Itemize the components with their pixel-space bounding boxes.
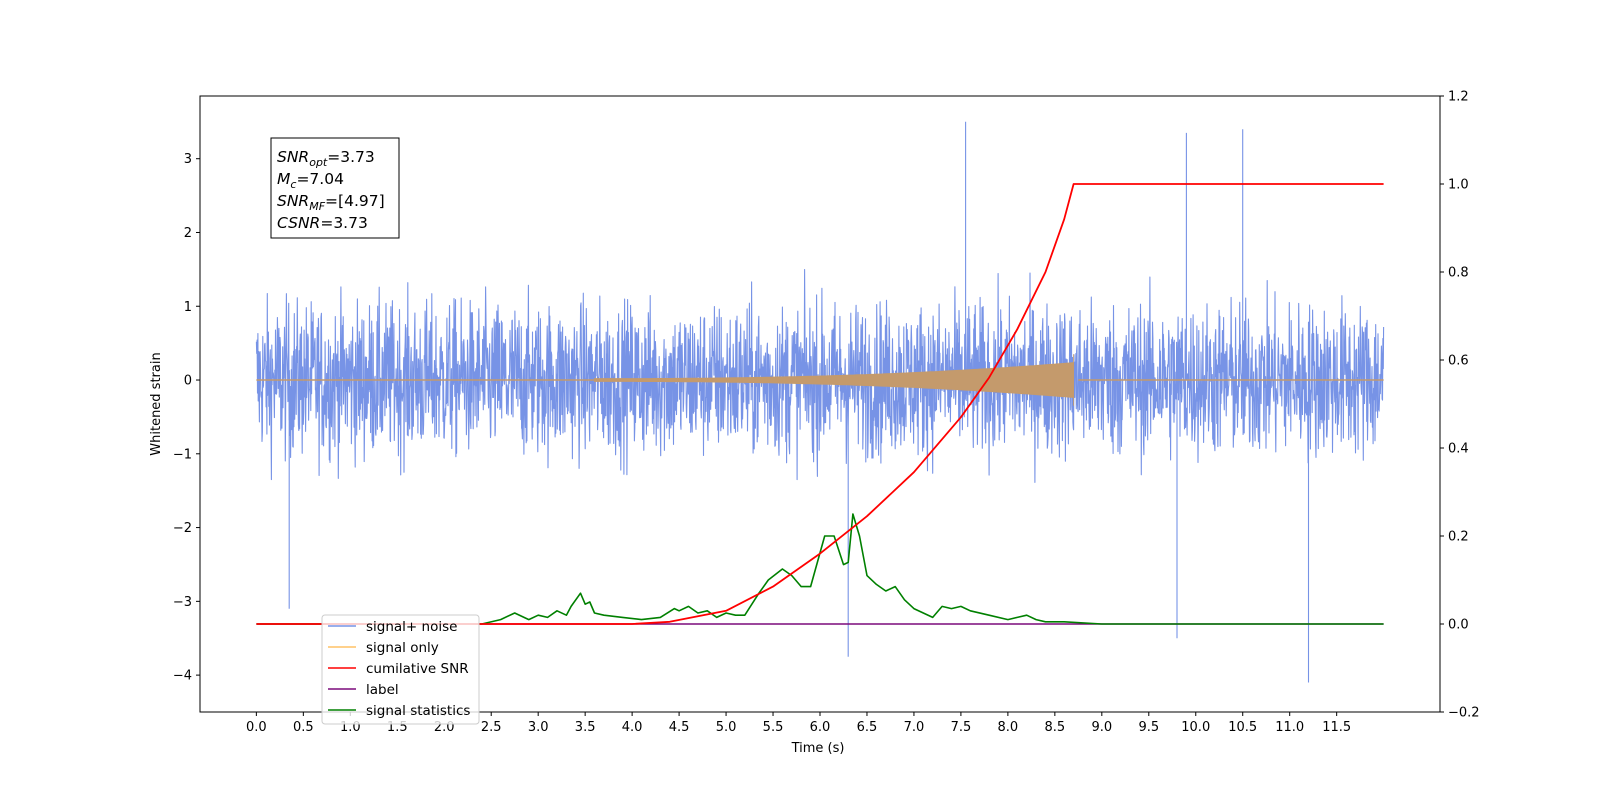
x-tick-label: 3.5: [575, 720, 596, 735]
x-tick-label: 7.5: [951, 720, 972, 735]
x-tick-label: 11.5: [1322, 720, 1351, 735]
x-tick-label: 8.5: [1045, 720, 1066, 735]
annotation-line: CSNR=3.73: [277, 214, 368, 232]
y-left-tick-label: −3: [173, 595, 192, 610]
y-right-tick-label: 0.0: [1448, 618, 1469, 633]
series-signal-only: [594, 354, 1074, 406]
x-axis-label: Time (s): [791, 741, 845, 756]
y-left-tick-label: −4: [173, 669, 192, 684]
annotation-line: Mc=7.04: [277, 170, 344, 191]
x-tick-label: 11.0: [1275, 720, 1304, 735]
annotation-line: SNRopt=3.73: [277, 148, 375, 169]
y-right-tick-label: 0.4: [1448, 442, 1469, 457]
x-tick-label: 6.0: [810, 720, 831, 735]
legend: signal+ noise signal only cumilative SNR la…: [321, 614, 480, 725]
x-tick-label: 0.0: [246, 720, 267, 735]
x-tick-label: 4.5: [669, 720, 690, 735]
y-right-tick-label: −0.2: [1448, 706, 1480, 721]
y-left-tick-label: −1: [173, 447, 192, 462]
legend-frame: [321, 614, 480, 725]
y-left-tick-label: −2: [173, 521, 192, 536]
series-signal-statistics: [256, 513, 1384, 625]
y-right-tick-label: 0.8: [1448, 266, 1469, 281]
x-tick-label: 2.5: [481, 720, 502, 735]
legend-entry-label: signal+ noise: [366, 619, 457, 635]
x-tick-label: 10.0: [1181, 720, 1210, 735]
x-tick-label: 6.5: [857, 720, 878, 735]
x-tick-label: 4.0: [622, 720, 643, 735]
x-tick-label: 9.0: [1091, 720, 1112, 735]
x-tick-label: 7.0: [904, 720, 925, 735]
x-tick-label: 5.5: [763, 720, 784, 735]
series-cumulative-snr: [256, 183, 1384, 625]
y-left-tick-label: 2: [184, 226, 192, 241]
y-left-tick-label: 1: [184, 300, 192, 315]
legend-entry-label: signal statistics: [366, 703, 470, 719]
x-tick-label: 10.5: [1228, 720, 1257, 735]
legend-entry-label: signal only: [366, 640, 439, 656]
annotation-line: SNRMF=[4.97]: [277, 192, 385, 213]
y-left-tick-label: 3: [184, 152, 192, 167]
annotation-frame: [270, 137, 400, 239]
y-right-tick-label: 1.0: [1448, 178, 1469, 193]
x-tick-label: 8.0: [998, 720, 1019, 735]
x-tick-label: 3.0: [528, 720, 549, 735]
y-right-tick-label: 0.6: [1448, 354, 1469, 369]
x-tick-label: 0.5: [293, 720, 314, 735]
legend-entry-label: cumilative SNR: [366, 661, 469, 677]
y-axis-label: Whitened strain: [149, 352, 164, 455]
series-signal-noise: [255, 121, 1385, 683]
y-left-tick-label: 0: [184, 374, 192, 389]
x-tick-label: 5.0: [716, 720, 737, 735]
legend-entry-label: label: [366, 682, 399, 698]
y-right-tick-label: 1.2: [1448, 90, 1469, 105]
y-right-tick-label: 0.2: [1448, 530, 1469, 545]
x-tick-label: 9.5: [1138, 720, 1159, 735]
